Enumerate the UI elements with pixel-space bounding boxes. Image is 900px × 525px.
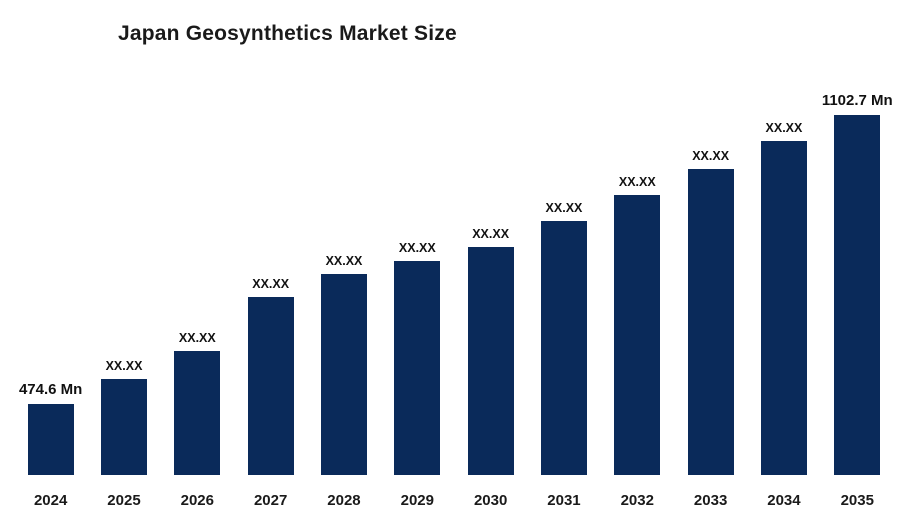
x-axis-label: 2033 [693, 491, 728, 509]
bar-column: XX.XX 2025 [87, 60, 160, 525]
x-axis-label: 2027 [253, 491, 288, 509]
bar-column: XX.XX 2029 [381, 60, 454, 525]
bar-value-label: XX.XX [178, 331, 216, 345]
bar-value-label: XX.XX [765, 121, 803, 135]
x-axis-label: 2028 [327, 491, 361, 509]
bar-value-label: XX.XX [398, 241, 436, 255]
bar-value-label: XX.XX [325, 254, 363, 268]
bar-column: XX.XX 2031 [527, 60, 600, 525]
bar-column: 474.6 Mn 2024 [14, 60, 87, 525]
bar-value-label: XX.XX [692, 149, 730, 163]
bar [834, 115, 881, 475]
bar [174, 351, 221, 475]
bar-value-label: 474.6 Mn [18, 381, 83, 398]
bar-value-label: XX.XX [618, 175, 656, 189]
bar [614, 195, 661, 475]
bar [27, 404, 74, 475]
bar [540, 221, 587, 475]
x-axis-label: 2035 [840, 491, 874, 509]
bar-column: XX.XX 2030 [454, 60, 527, 525]
bar-column: XX.XX 2034 [747, 60, 820, 525]
bar-column: XX.XX 2027 [234, 60, 307, 525]
bar [247, 297, 294, 475]
bar-column: 1102.7 Mn 2035 [821, 60, 894, 525]
bar-value-label: XX.XX [252, 277, 290, 291]
x-axis-label: 2030 [473, 491, 508, 509]
bar-value-label: XX.XX [472, 227, 510, 241]
bar [467, 247, 514, 475]
x-axis-label: 2034 [767, 491, 801, 509]
bar-value-label: 1102.7 Mn [821, 92, 893, 109]
x-axis-label: 2024 [33, 491, 68, 509]
bar [320, 274, 367, 475]
chart-title: Japan Geosynthetics Market Size [118, 22, 457, 45]
x-axis-label: 2025 [107, 491, 141, 509]
bar [100, 379, 147, 475]
x-axis-label: 2026 [180, 491, 214, 509]
bar-column: XX.XX 2026 [161, 60, 234, 525]
x-axis-label: 2031 [547, 491, 581, 509]
x-axis-label: 2032 [620, 491, 654, 509]
bar-column: XX.XX 2032 [601, 60, 674, 525]
bar [760, 141, 807, 475]
bar-column: XX.XX 2028 [307, 60, 380, 525]
x-axis-label: 2029 [400, 491, 434, 509]
bar [394, 261, 441, 475]
bar [687, 169, 734, 475]
bar-column: XX.XX 2033 [674, 60, 747, 525]
bar-value-label: XX.XX [105, 359, 143, 373]
plot-area: 474.6 Mn 2024 XX.XX 2025 XX.XX 2026 XX.XX 2027 X… [14, 60, 894, 525]
bar-value-label: XX.XX [545, 201, 583, 215]
